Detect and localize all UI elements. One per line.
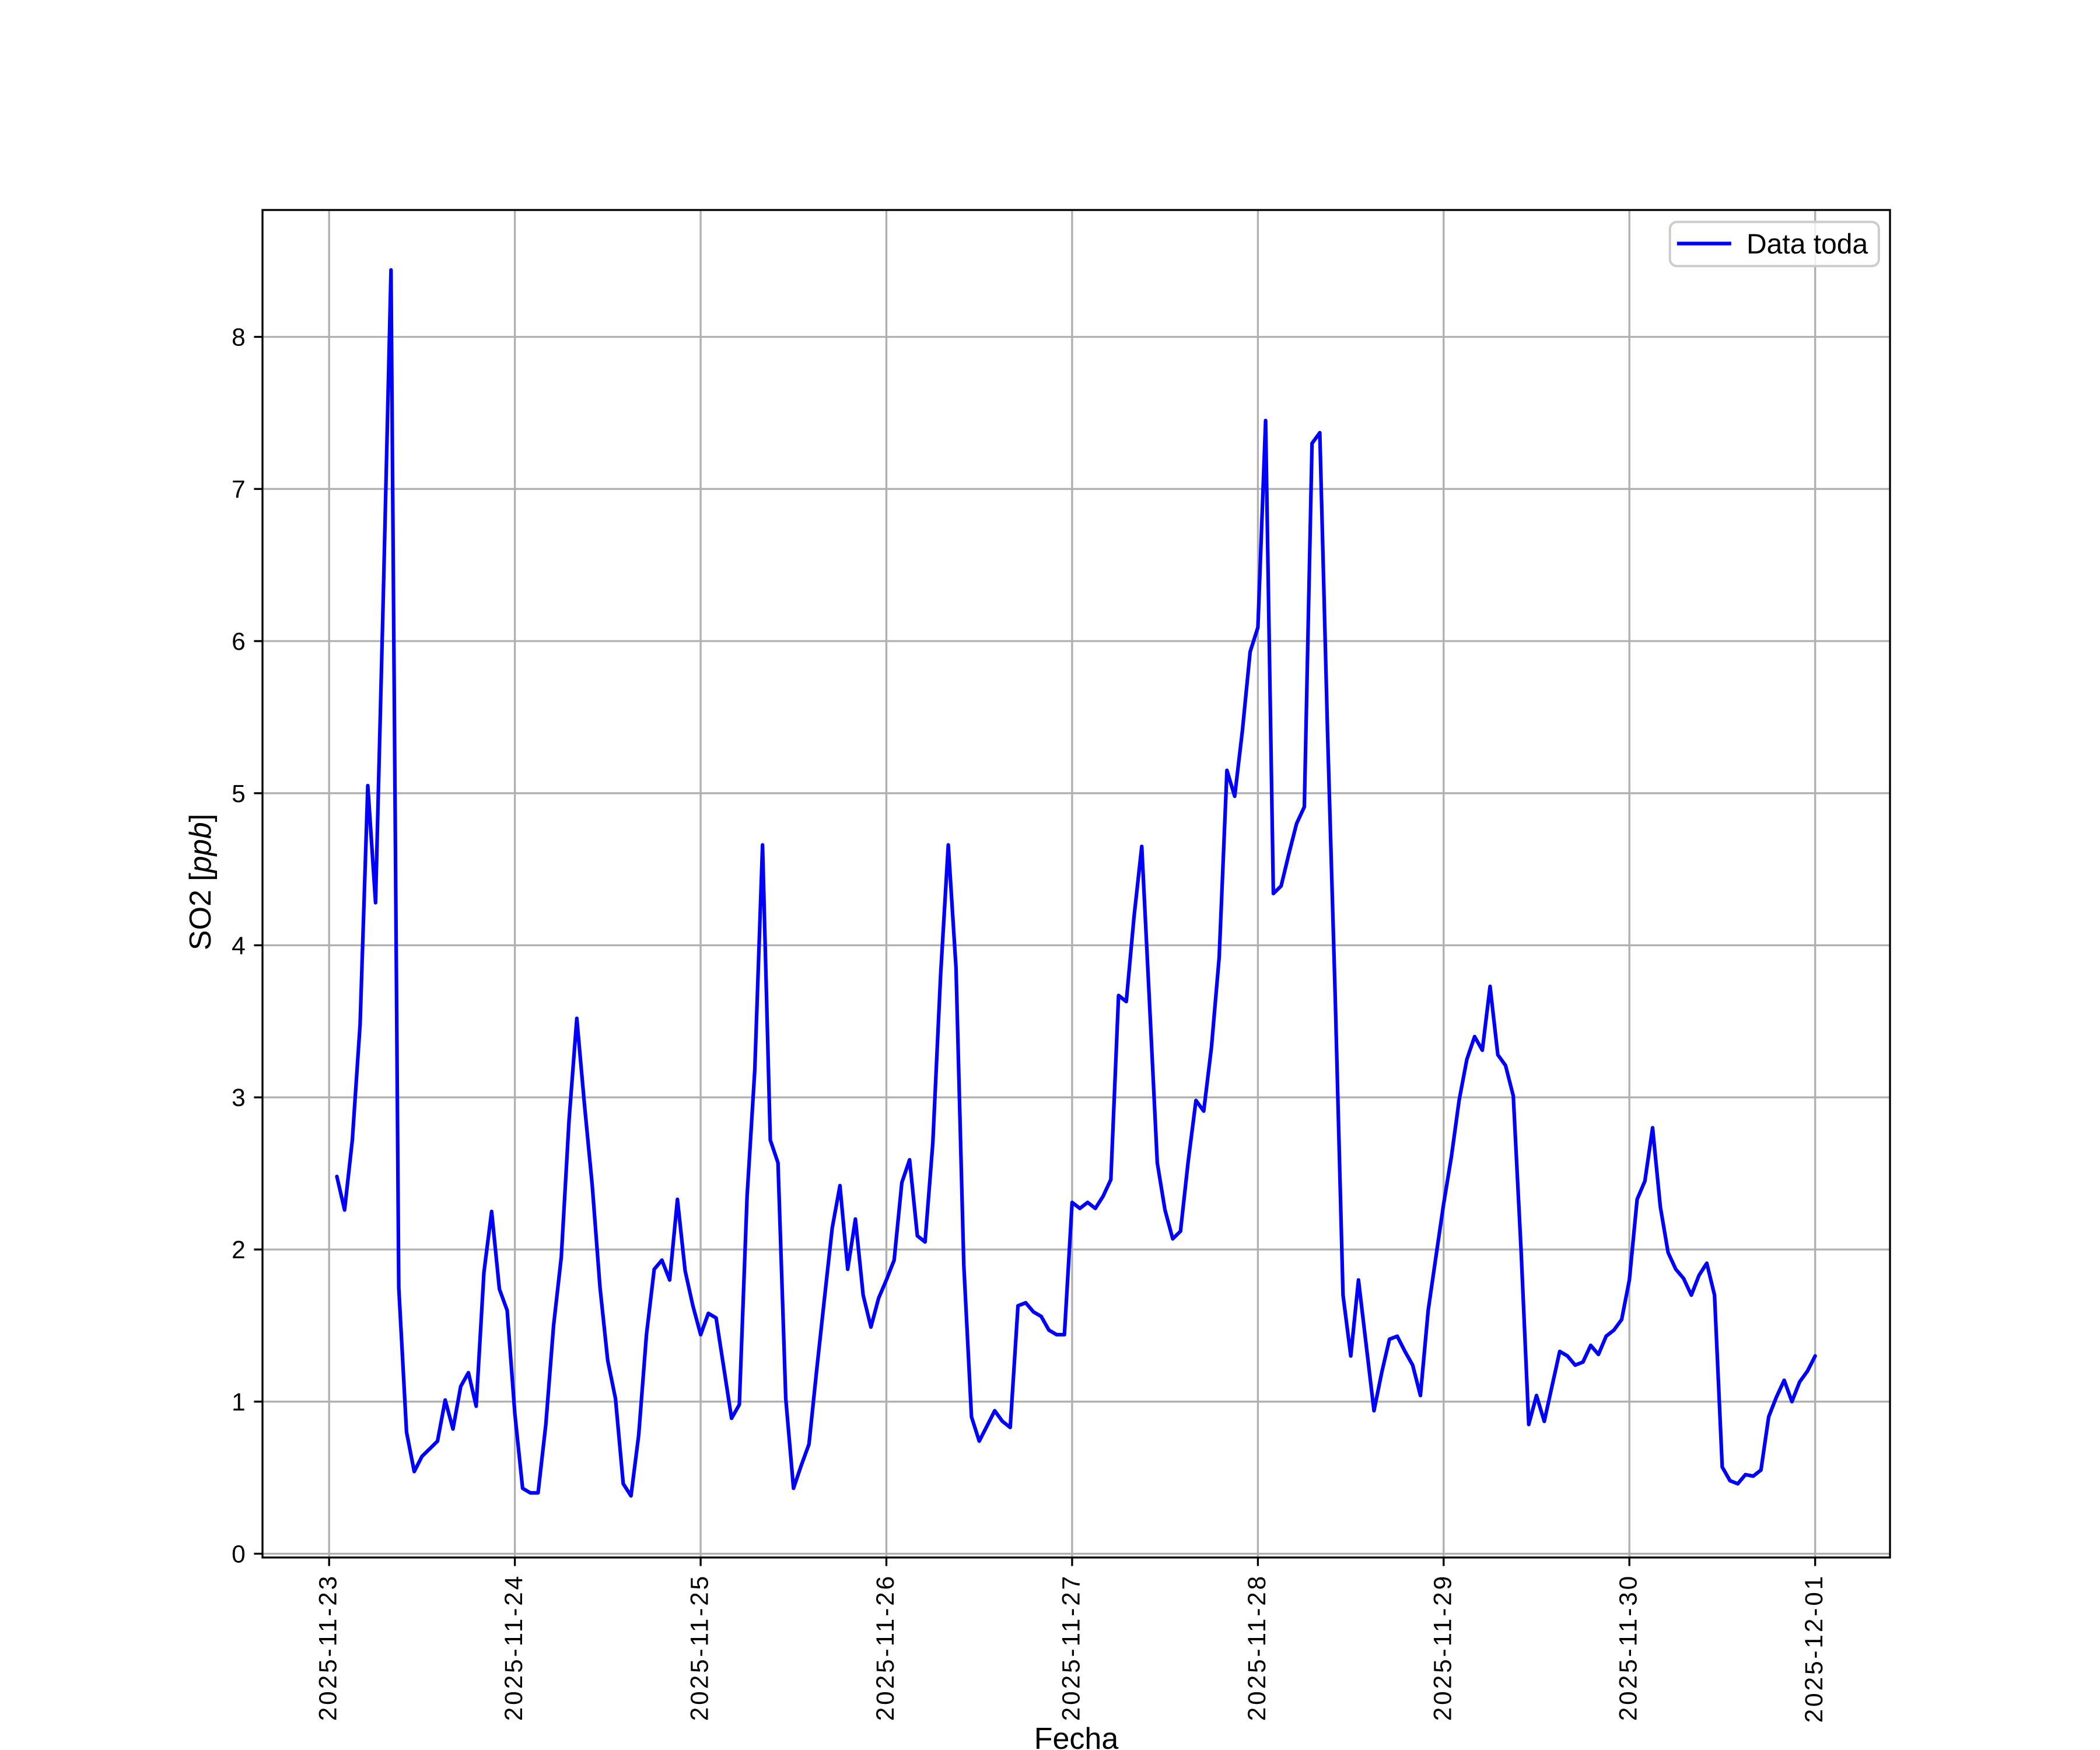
svg-text:2025-11-25: 2025-11-25 [687,1574,714,1721]
svg-text:7: 7 [232,476,246,503]
svg-text:1: 1 [232,1389,246,1416]
svg-text:2: 2 [232,1237,246,1264]
svg-text:2025-12-01: 2025-12-01 [1801,1574,1828,1723]
svg-text:2025-11-26: 2025-11-26 [872,1574,900,1721]
svg-text:2025-11-29: 2025-11-29 [1429,1574,1457,1721]
svg-text:SO2 [ppb]: SO2 [ppb] [184,814,218,950]
svg-text:0: 0 [232,1541,246,1569]
svg-text:6: 6 [232,628,246,656]
svg-text:2025-11-30: 2025-11-30 [1615,1574,1643,1721]
svg-text:4: 4 [232,933,246,960]
svg-text:8: 8 [232,324,246,352]
svg-text:Data toda: Data toda [1746,229,1868,260]
svg-text:2025-11-27: 2025-11-27 [1058,1574,1085,1721]
svg-text:3: 3 [232,1084,246,1112]
svg-text:5: 5 [232,780,246,808]
svg-text:2025-11-23: 2025-11-23 [315,1574,342,1721]
svg-text:2025-11-24: 2025-11-24 [501,1574,528,1721]
svg-text:2025-11-28: 2025-11-28 [1244,1574,1271,1721]
svg-text:Fecha: Fecha [1034,1722,1119,1750]
